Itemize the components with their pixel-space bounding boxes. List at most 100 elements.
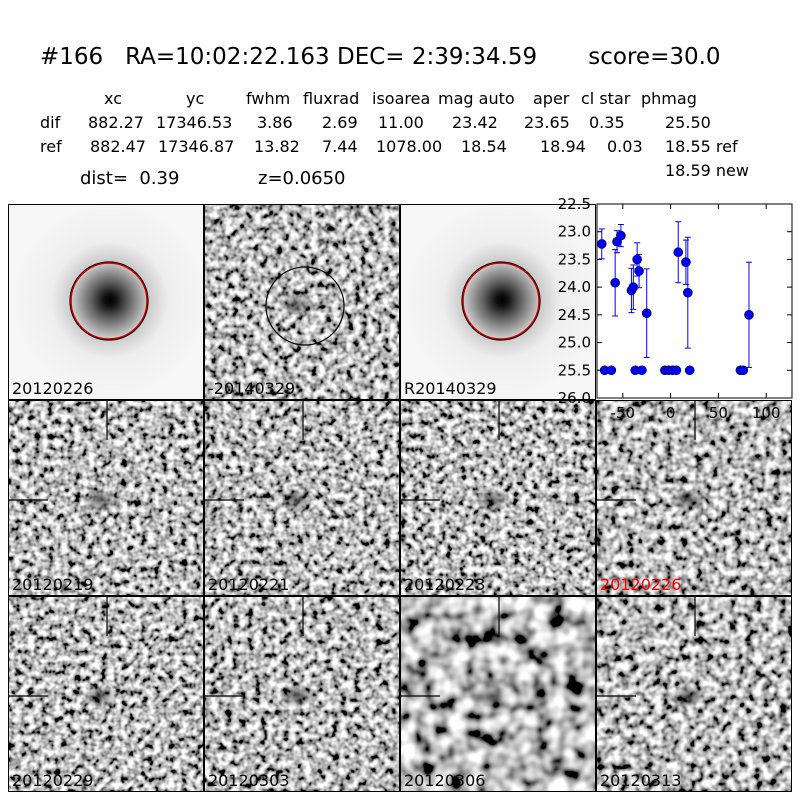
source: [474, 684, 510, 708]
stamp: 20120223: [400, 400, 596, 596]
source: [278, 292, 314, 316]
stamp-frame: [596, 596, 792, 792]
table-cell: 23.65: [524, 113, 570, 132]
y-tick-label: 25.5: [558, 361, 591, 379]
stamp: 20120219: [8, 400, 204, 596]
table-cell: 18.94: [540, 137, 586, 156]
table-cell: 882.27: [88, 113, 144, 132]
column-header: fwhm: [246, 89, 290, 108]
stamp: 20120303: [204, 596, 400, 792]
stamp: 20120313: [596, 596, 792, 792]
stamp: -20140329: [204, 204, 400, 400]
y-tick-label: 25.0: [558, 334, 591, 352]
plot-clip: [597, 221, 754, 376]
column-header: xc: [104, 89, 122, 108]
point: [616, 230, 626, 241]
table-cell: 25.50: [665, 113, 711, 132]
stamp-label: 20120226: [12, 379, 93, 398]
source: [474, 488, 510, 512]
table-cell: 11.00: [378, 113, 424, 132]
stamp-label: 20120221: [208, 575, 289, 594]
point: [681, 257, 691, 268]
stamp-frame: [400, 204, 596, 400]
x-tick-label: 50: [709, 404, 728, 422]
table-cell: 3.86: [257, 113, 293, 132]
stamp-image: [8, 204, 204, 400]
table-cell: 18.55 ref: [665, 137, 738, 156]
point: [684, 365, 695, 376]
stamp-label: 20120306: [404, 771, 485, 790]
stamp-label: -20140329: [208, 379, 295, 398]
aperture: [69, 261, 149, 341]
point: [628, 282, 639, 292]
aperture-ref: [462, 262, 540, 340]
stamp-frame: [596, 400, 792, 596]
y-tick-label: 23.5: [558, 250, 591, 268]
stamp-frame: [204, 596, 400, 792]
stamp: 20120221: [204, 400, 400, 596]
table-cell: 18.54: [461, 137, 507, 156]
point: [671, 365, 682, 376]
stamp: 20120306: [400, 596, 596, 792]
redshift: z=0.0650: [258, 168, 346, 189]
point: [641, 308, 652, 318]
table-cell: 0.35: [589, 113, 625, 132]
point: [637, 365, 647, 376]
column-header: phmag: [641, 89, 697, 108]
point: [632, 254, 642, 265]
source: [670, 488, 706, 512]
y-tick-label: 22.5: [558, 195, 591, 213]
point: [606, 365, 617, 376]
source: [82, 684, 118, 708]
stamp-label: 20120226: [600, 575, 681, 594]
stamp-image: [400, 204, 596, 400]
point: [610, 277, 620, 288]
table-cell: 882.47: [90, 137, 146, 156]
point: [597, 239, 607, 249]
stamp-frame: [204, 400, 400, 596]
source: [670, 684, 706, 708]
stamp-label: 20120229: [12, 771, 93, 790]
table-cell: 1078.00: [376, 137, 442, 156]
source: [278, 684, 314, 708]
stamp: R20140329: [400, 204, 596, 400]
table-cell: 17346.87: [158, 137, 234, 156]
stamp-frame: [8, 400, 204, 596]
y-tick-label: 24.5: [558, 306, 591, 324]
table-cell: 7.44: [322, 137, 358, 156]
dist: dist= 0.39: [80, 168, 179, 189]
column-header: yc: [186, 89, 204, 108]
y-tick-label: 26.0: [558, 389, 591, 407]
stamp-frame: [400, 400, 596, 596]
stamp-label: 20120303: [208, 771, 289, 790]
source: [82, 488, 118, 512]
point: [683, 287, 693, 298]
column-header: mag auto: [438, 89, 515, 108]
column-header: aper: [533, 89, 570, 108]
stamp-label: R20140329: [404, 379, 497, 398]
stamp-frame: [204, 204, 400, 400]
point: [673, 247, 684, 258]
stamp-label: 20120223: [404, 575, 485, 594]
table-note: 18.59 new: [665, 161, 749, 180]
stamp-frame: [8, 204, 204, 400]
row-label: dif: [40, 113, 61, 132]
y-tick-label: 23.0: [558, 223, 591, 241]
stamp-label: 20120313: [600, 771, 681, 790]
plot-area: [596, 203, 793, 399]
column-header: fluxrad: [303, 89, 359, 108]
aperture-ref: [70, 262, 148, 340]
row-label: ref: [40, 137, 62, 156]
table-cell: 0.03: [607, 137, 643, 156]
aperture: [265, 266, 345, 346]
stamp: 20120226: [596, 400, 792, 596]
column-header: cl star: [581, 89, 631, 108]
source: [278, 488, 314, 512]
x-tick-label: -50: [611, 404, 636, 422]
stamp: 20120226: [8, 204, 204, 400]
y-tick-label: 24.0: [558, 278, 591, 296]
stamp-frame: [400, 596, 596, 792]
table-cell: 23.42: [452, 113, 498, 132]
table-cell: 17346.53: [156, 113, 232, 132]
